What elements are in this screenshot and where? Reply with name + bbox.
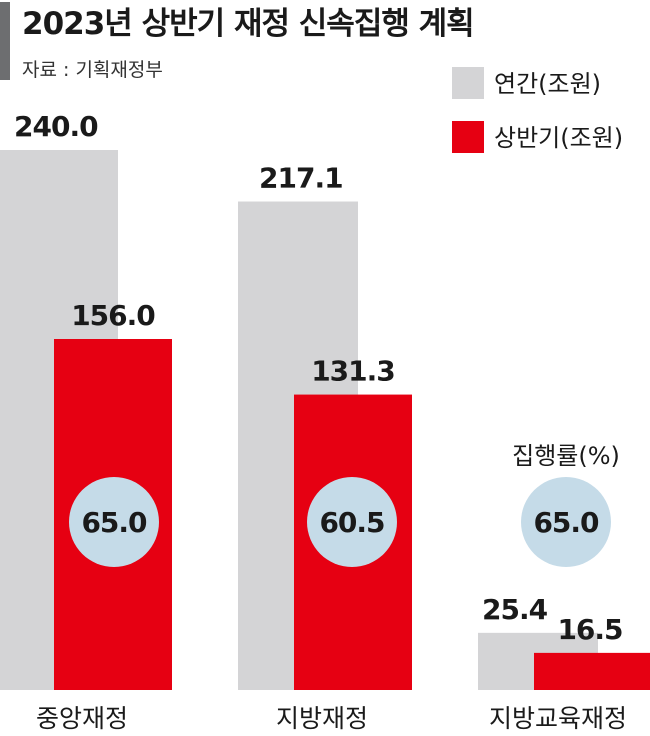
execution-rate-marks: 65.0 60.5 65.0 [69,477,611,567]
execution-rate-circle-0 [69,477,159,567]
execution-rate-circle-1 [307,477,397,567]
value-label-annual-2: 25.4 [482,593,548,626]
legend-swatch-first-half [452,121,484,153]
category-label-2: 지방교육재정 [489,704,627,733]
value-label-first-half-2: 16.5 [557,613,622,646]
legend: 연간(조원) 상반기(조원) [452,67,623,153]
legend-label-first-half: 상반기(조원) [494,124,623,152]
chart-title: 2023년 상반기 재정 신속집행 계획 [22,6,474,42]
legend-swatch-annual [452,67,484,99]
chart-source: 자료 : 기획재정부 [22,59,163,81]
category-label-0: 중앙재정 [36,704,128,733]
execution-rate-circle-2 [521,477,611,567]
bar-first-half-2 [534,652,650,690]
execution-rate-value-0: 65.0 [81,506,147,539]
category-labels: 중앙재정 지방재정 지방교육재정 [36,704,627,733]
legend-label-annual: 연간(조원) [494,70,601,98]
value-label-first-half-1: 131.3 [311,355,395,388]
title-accent-bar [0,2,10,80]
execution-rate-value-1: 60.5 [319,506,384,539]
category-label-1: 지방재정 [276,704,368,733]
execution-rate-value-2: 65.0 [533,506,599,539]
execution-rate-label: 집행률(%) [512,442,620,470]
value-label-first-half-0: 156.0 [71,299,155,332]
value-label-annual-0: 240.0 [14,110,98,143]
value-label-annual-1: 217.1 [259,162,343,195]
bar-marks: 240.0 156.0 217.1 131.3 25.4 16.5 [0,110,650,690]
